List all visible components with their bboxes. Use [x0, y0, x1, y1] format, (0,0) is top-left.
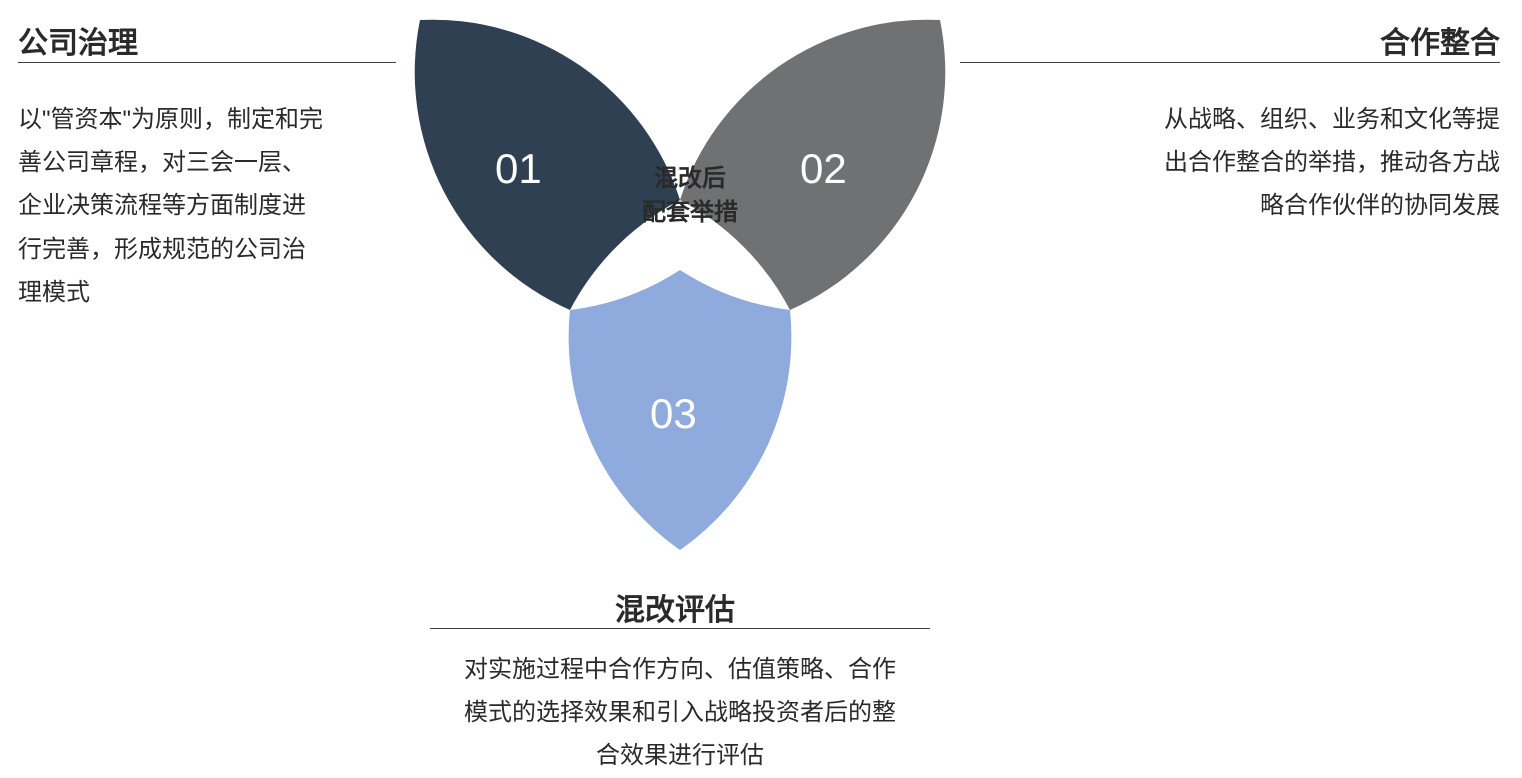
section-title-right: 合作整合: [1380, 18, 1500, 62]
petal-number-01: 01: [495, 145, 542, 193]
hr-left: [18, 62, 396, 63]
petal-number-02: 02: [800, 145, 847, 193]
section-title-left: 公司治理: [18, 18, 138, 62]
section-desc-right: 从战略、组织、业务和文化等提出合作整合的举措，推动各方战略合作伙伴的协同发展: [1150, 98, 1500, 228]
section-title-bottom: 混改评估: [615, 585, 735, 629]
center-label: 混改后 配套举措: [640, 162, 740, 229]
hr-bottom: [430, 628, 930, 629]
petal-number-03: 03: [650, 390, 697, 438]
section-desc-left: 以"管资本"为原则，制定和完善公司章程，对三会一层、企业决策流程等方面制度进行完…: [18, 98, 328, 314]
center-label-line1: 混改后: [654, 165, 726, 192]
center-label-line2: 配套举措: [642, 199, 738, 226]
hr-right: [960, 62, 1500, 63]
section-desc-bottom: 对实施过程中合作方向、估值策略、合作模式的选择效果和引入战略投资者后的整合效果进…: [460, 648, 900, 778]
